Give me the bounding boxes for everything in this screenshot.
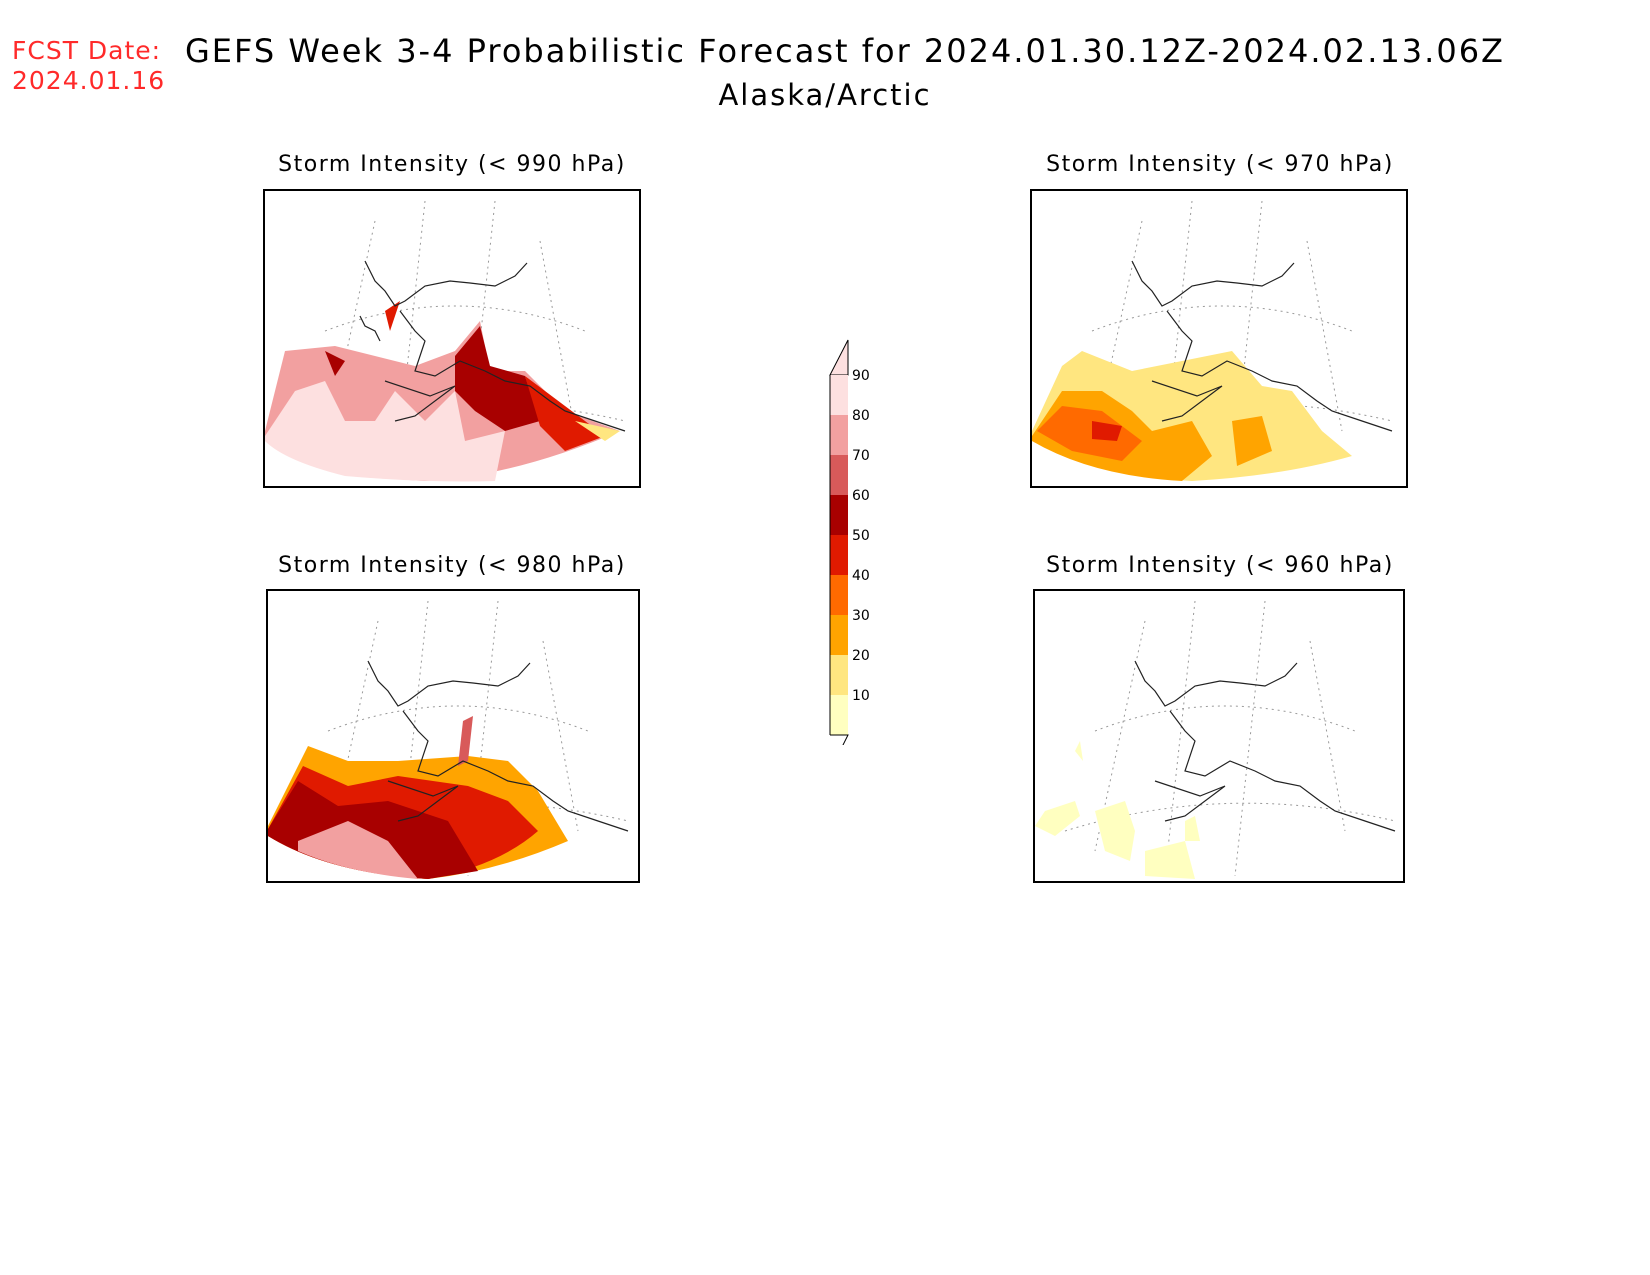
page-title: GEFS Week 3-4 Probabilistic Forecast for… xyxy=(185,32,1505,70)
legend-label: 20 xyxy=(852,648,870,664)
legend-swatch xyxy=(830,495,848,535)
probability-fill xyxy=(268,716,568,879)
legend-label: 80 xyxy=(852,408,870,424)
legend-swatch xyxy=(830,375,848,415)
legend-swatches xyxy=(829,339,849,768)
legend-swatch xyxy=(830,535,848,575)
coastline xyxy=(1134,660,1396,832)
color-legend: 10 20 30 40 50 60 70 80 90 xyxy=(820,335,900,768)
legend-label: 40 xyxy=(852,568,870,584)
map-960 xyxy=(1035,600,1396,879)
legend-swatch xyxy=(830,415,848,455)
legend-label: 30 xyxy=(852,608,870,624)
legend-swatch-cap-bottom xyxy=(830,734,849,768)
region-label: Alaska/Arctic xyxy=(718,78,932,112)
forecast-date-label: FCST Date: xyxy=(12,36,162,65)
legend-label: 90 xyxy=(852,368,870,384)
probability-fill xyxy=(1035,741,1200,879)
legend-swatch xyxy=(830,455,848,495)
legend-swatch xyxy=(830,695,848,735)
coastline xyxy=(359,260,626,432)
map-990 xyxy=(265,200,626,482)
panel-title-980: Storm Intensity (< 980 hPa) xyxy=(278,553,626,578)
legend-swatch xyxy=(830,615,848,655)
legend-swatch xyxy=(830,575,848,615)
coastline xyxy=(367,660,629,832)
forecast-date-value: 2024.01.16 xyxy=(12,66,166,95)
panel-title-960: Storm Intensity (< 960 hPa) xyxy=(1046,553,1394,578)
legend-swatch xyxy=(830,655,848,695)
legend-swatch-cap-top xyxy=(829,339,849,376)
panel-title-970: Storm Intensity (< 970 hPa) xyxy=(1046,152,1394,177)
legend-label: 10 xyxy=(852,688,870,704)
map-panel-980 xyxy=(266,589,640,883)
map-panel-990 xyxy=(263,189,641,488)
map-970 xyxy=(1032,200,1393,482)
panel-title-990: Storm Intensity (< 990 hPa) xyxy=(278,152,626,177)
forecast-date: FCST Date: 2024.01.16 xyxy=(12,36,165,96)
probability-fill xyxy=(265,301,620,482)
map-panel-970 xyxy=(1030,189,1408,488)
legend-label: 60 xyxy=(852,488,870,504)
legend-labels: 10 20 30 40 50 60 70 80 90 xyxy=(852,368,870,704)
legend-bar: 10 20 30 40 50 60 70 80 90 xyxy=(829,339,870,768)
coastline xyxy=(1131,260,1393,432)
legend-label: 50 xyxy=(852,528,870,544)
map-panel-960 xyxy=(1033,589,1405,883)
legend-label: 70 xyxy=(852,448,870,464)
map-980 xyxy=(268,600,629,879)
probability-fill xyxy=(1032,351,1352,481)
